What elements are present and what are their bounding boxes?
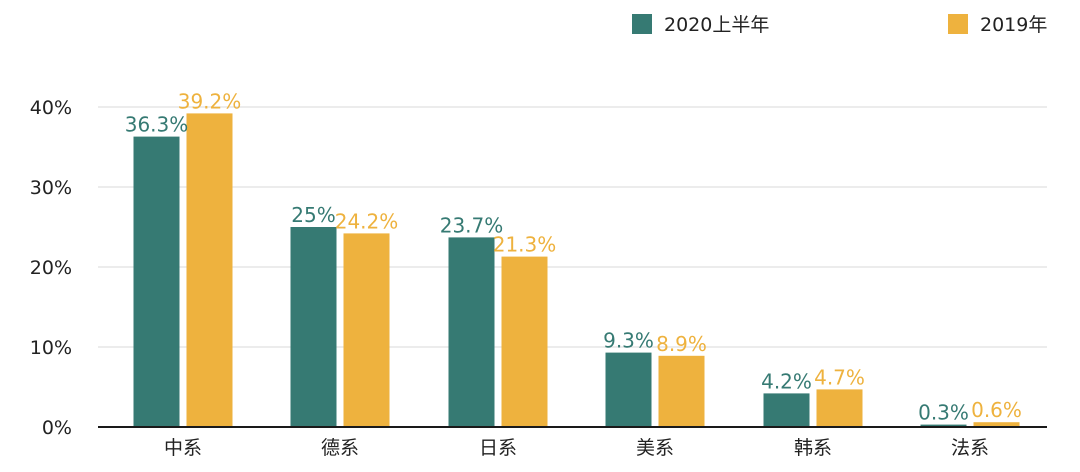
data-label-2019: 21.3% [493, 233, 557, 257]
data-label-2020-h1: 4.2% [761, 369, 812, 393]
data-label-2019: 24.2% [335, 209, 399, 233]
data-label-2020-h1: 25% [291, 203, 335, 227]
legend-item-2019: 2019年 [948, 10, 1047, 37]
bar-2020-h1 [920, 424, 967, 427]
x-tick-label: 中系 [164, 437, 202, 459]
data-labels: 36.3%39.2% 25% 24.2% 23.7%21.3% 9.3% 8.9% 4.2%… [125, 89, 1022, 424]
bar-2020-h1 [605, 352, 652, 427]
bar-2019 [343, 233, 390, 427]
x-tick-label: 法系 [951, 437, 989, 459]
data-label-2020-h1: 23.7% [440, 213, 504, 237]
y-tick-label: 20% [30, 257, 72, 279]
y-tick-label: 10% [30, 337, 72, 359]
bar-2020-h1 [763, 393, 810, 427]
bar-2019 [973, 422, 1020, 427]
x-tick-label: 日系 [479, 437, 517, 459]
bar-2020-h1 [448, 237, 495, 427]
bars [133, 113, 1020, 428]
x-axis-ticks: 中系 德系 日系 美系 韩系 法系 [164, 437, 989, 459]
gridlines [98, 106, 1047, 348]
bar-2019 [816, 389, 863, 427]
data-label-2019: 4.7% [814, 365, 865, 389]
x-tick-label: 德系 [321, 437, 359, 459]
data-label-2020-h1: 0.3% [918, 401, 969, 425]
data-label-2020-h1: 36.3% [125, 113, 189, 137]
x-tick-label: 美系 [636, 437, 674, 459]
bar-2019 [658, 355, 705, 427]
bar-2020-h1 [290, 227, 337, 427]
bar-2019 [186, 113, 233, 428]
y-tick-label: 40% [30, 97, 72, 119]
data-label-2019: 8.9% [656, 332, 707, 356]
legend-label-2020-h1: 2020上半年 [664, 14, 770, 36]
bar-2019 [501, 256, 548, 427]
legend-label-2019: 2019年 [980, 14, 1048, 36]
legend-swatch-2019 [948, 13, 968, 34]
legend-swatch-2020-h1 [632, 13, 652, 34]
y-tick-label: 30% [30, 177, 72, 199]
x-tick-label: 韩系 [794, 437, 832, 459]
y-axis-ticks: 0% 10% 20% 30% 40% [30, 97, 72, 439]
legend-item-2020-h1: 2020上半年 [632, 10, 769, 37]
bar-2020-h1 [133, 136, 180, 427]
y-tick-label: 0% [42, 417, 72, 439]
data-label-2020-h1: 9.3% [603, 329, 654, 353]
data-label-2019: 39.2% [178, 89, 242, 113]
data-label-2019: 0.6% [971, 398, 1022, 422]
